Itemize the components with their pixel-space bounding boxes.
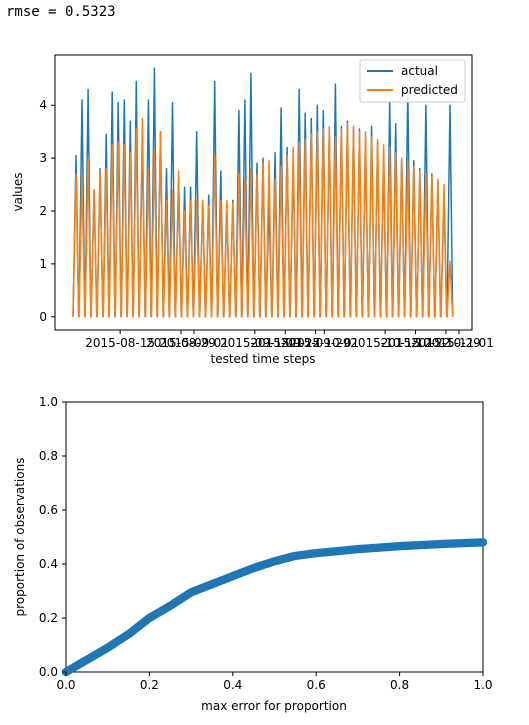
y-tick-label: 0.4	[39, 557, 58, 571]
x-axis-ticks-2: 0.0 0.2 0.4 0.6 0.8 1.0	[56, 672, 493, 692]
series-line-predicted	[72, 117, 454, 318]
y-axis-ticks-2: 0.0 0.2 0.4 0.6 0.8 1.0	[39, 395, 66, 679]
x-axis-ticks: 2015-08-152015-08-292015-09-012015-09-15…	[85, 330, 494, 350]
y-axis-ticks: 0 1 2 3 4	[39, 98, 55, 324]
x-tick-label: 2015-10-15	[350, 336, 420, 350]
rmse-output-text: rmse = 0.5323	[6, 4, 116, 20]
y-tick-label: 4	[39, 98, 47, 112]
x-tick-label: 2015-09-15	[220, 336, 290, 350]
x-axis-label: tested time steps	[211, 352, 316, 366]
x-tick-label: 2015-09-01	[159, 336, 229, 350]
x-tick-label: 2015-10-22	[381, 336, 451, 350]
plot-area-frame-2	[65, 401, 484, 673]
legend-predicted-label: predicted	[401, 83, 458, 97]
x-tick-label: 0.8	[390, 678, 409, 692]
x-tick-label: 0.2	[140, 678, 159, 692]
y-axis-label: values	[11, 172, 25, 211]
error-distribution-chart: 0.0 0.2 0.4 0.6 0.8 1.0 0.0 0.2 0.4 0.6 0.8 1.0 ma…	[13, 395, 493, 713]
series-lines	[72, 67, 454, 318]
x-tick-label: 2015-08-15	[85, 336, 155, 350]
y-tick-label: 0	[39, 310, 47, 324]
y-tick-label: 2	[39, 204, 47, 218]
x-tick-label: 1.0	[473, 678, 492, 692]
x-tick-label: 2015-10-01	[289, 336, 359, 350]
y-axis-label-2: proportion of observations	[13, 458, 27, 617]
scatter-points	[61, 538, 488, 677]
x-tick-label: 2015-11-01	[424, 336, 494, 350]
y-tick-label: 3	[39, 151, 47, 165]
plot-area-frame	[54, 54, 473, 331]
y-tick-label: 1	[39, 257, 47, 271]
y-tick-label: 0.8	[39, 449, 58, 463]
y-tick-label: 1.0	[39, 395, 58, 409]
legend-actual-label: actual	[401, 64, 438, 78]
scatter-point	[478, 538, 488, 547]
y-tick-label: 0.2	[39, 611, 58, 625]
legend: actual predicted	[359, 59, 466, 103]
x-axis-label-2: max error for proportion	[201, 699, 347, 713]
y-tick-label: 0.6	[39, 503, 58, 517]
x-tick-label: 0.0	[56, 678, 75, 692]
x-tick-label: 2015-08-29	[146, 336, 216, 350]
x-tick-label: 0.6	[307, 678, 326, 692]
x-tick-label: 2015-09-22	[250, 336, 320, 350]
x-tick-label: 0.4	[223, 678, 242, 692]
x-tick-label: 2015-10-29	[411, 336, 481, 350]
x-tick-label: 2015-09-29	[281, 336, 351, 350]
y-tick-label: 0.0	[39, 665, 58, 679]
